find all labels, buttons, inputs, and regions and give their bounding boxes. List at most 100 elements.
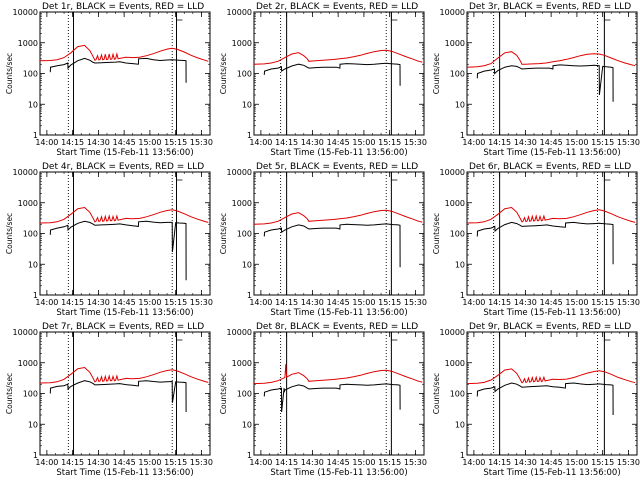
x-tick-label: 15:00 (565, 458, 588, 467)
y-tick-label: 1000 (445, 39, 465, 48)
plot-frame (467, 12, 637, 135)
series-events (50, 221, 186, 280)
y-tick-label: 100 (237, 70, 252, 79)
x-tick-label: 14:00 (35, 298, 58, 307)
x-axis-label: Start Time (15-Feb-11 13:56:00) (483, 148, 620, 158)
y-tick-label: 10 (455, 260, 465, 269)
x-tick-label: 14:00 (462, 298, 485, 307)
x-tick-label: 14:00 (35, 458, 58, 467)
x-tick-label: 14:00 (462, 458, 485, 467)
interval-bracket (177, 332, 183, 340)
x-axis-label: Start Time (15-Feb-11 13:56:00) (483, 308, 620, 318)
x-tick-label: 15:30 (617, 298, 640, 307)
y-axis-label: Counts/sec (432, 373, 441, 414)
y-axis-label: Counts/sec (219, 213, 228, 254)
panel-title: Det 5r, BLACK = Events, RED = LLD (256, 162, 418, 172)
y-tick-label: 10 (455, 100, 465, 109)
y-tick-label: 100 (450, 230, 465, 239)
y-axis-label: Counts/sec (5, 373, 14, 414)
x-tick-label: 15:30 (190, 458, 213, 467)
panel-1: Det 1r, BLACK = Events, RED = LLD 1 10 100 1… (5, 2, 213, 158)
x-tick-label: 14:15 (488, 298, 511, 307)
x-tick-label: 14:45 (540, 298, 563, 307)
x-tick-label: 14:00 (249, 298, 272, 307)
x-tick-label: 14:00 (249, 138, 272, 147)
x-tick-label: 14:15 (61, 298, 84, 307)
x-tick-label: 15:00 (352, 458, 375, 467)
y-tick-label: 1000 (232, 39, 252, 48)
x-tick-label: 15:00 (138, 138, 161, 147)
y-tick-label: 10000 (440, 8, 465, 17)
y-tick-label: 1000 (18, 359, 38, 368)
x-tick-label: 14:45 (113, 458, 136, 467)
interval-bracket (177, 12, 183, 20)
y-tick-label: 10000 (227, 8, 252, 17)
x-tick-label: 15:00 (565, 298, 588, 307)
y-tick-label: 10000 (227, 328, 252, 337)
interval-bracket (604, 12, 610, 20)
y-axis-label: Counts/sec (5, 53, 14, 94)
series-lld (40, 368, 208, 384)
panel-6: Det 6r, BLACK = Events, RED = LLD1101001… (432, 162, 640, 318)
detector-lightcurve-grid: Det 1r, BLACK = Events, RED = LLD1101001… (0, 0, 640, 480)
x-axis-label: Start Time (15-Feb-11 13:56:00) (483, 468, 620, 478)
x-tick-label: 15:00 (352, 298, 375, 307)
y-tick-label: 1000 (445, 359, 465, 368)
x-tick-label: 15:30 (404, 138, 427, 147)
y-axis-label: Counts/sec (5, 213, 14, 254)
interval-bracket (604, 172, 610, 180)
plot-frame (254, 332, 424, 455)
panel-4: Det 4r, BLACK = Events, RED = LLD1101001… (5, 162, 213, 318)
y-tick-label: 10 (28, 420, 38, 429)
series-events (50, 58, 186, 82)
panel-7: Det 7r, BLACK = Events, RED = LLD 1 10 100 1… (5, 322, 213, 478)
x-axis-label: Start Time (15-Feb-11 13:56:00) (56, 148, 193, 158)
y-axis-label: Counts/sec (219, 53, 228, 94)
x-tick-label: 15:15 (164, 458, 187, 467)
x-tick-label: 15:15 (591, 298, 614, 307)
x-tick-label: 15:30 (404, 298, 427, 307)
x-tick-label: 14:45 (113, 298, 136, 307)
series-events (477, 383, 613, 415)
panel-title: Det 4r, BLACK = Events, RED = LLD (42, 162, 204, 172)
x-tick-label: 14:15 (275, 458, 298, 467)
x-axis-label: Start Time (15-Feb-11 13:56:00) (270, 148, 407, 158)
y-tick-label: 10 (242, 260, 252, 269)
y-tick-label: 10000 (13, 328, 38, 337)
x-tick-label: 14:15 (275, 298, 298, 307)
series-lld (254, 364, 422, 383)
y-tick-label: 100 (450, 390, 465, 399)
series-lld (467, 208, 635, 224)
y-tick-label: 1000 (232, 359, 252, 368)
y-tick-label: 10000 (13, 8, 38, 17)
x-tick-label: 15:15 (164, 138, 187, 147)
x-tick-label: 14:00 (462, 138, 485, 147)
plot-frame (467, 172, 637, 295)
series-lld (467, 52, 635, 67)
x-tick-label: 14:30 (87, 138, 110, 147)
x-tick-label: 14:30 (514, 458, 537, 467)
x-tick-label: 15:30 (617, 458, 640, 467)
x-tick-label: 14:30 (87, 458, 110, 467)
plot-frame (40, 332, 210, 455)
plot-frame (467, 332, 637, 455)
x-tick-label: 15:30 (190, 298, 213, 307)
x-tick-label: 15:30 (617, 138, 640, 147)
x-tick-label: 15:30 (190, 138, 213, 147)
x-tick-label: 15:00 (565, 138, 588, 147)
y-tick-label: 100 (237, 390, 252, 399)
series-events (477, 65, 613, 102)
interval-bracket (604, 332, 610, 340)
x-tick-label: 14:45 (540, 138, 563, 147)
x-tick-label: 15:00 (352, 138, 375, 147)
series-events (50, 381, 186, 412)
x-tick-label: 14:45 (113, 138, 136, 147)
panel-5: Det 5r, BLACK = Events, RED = LLD 1 10 100 1… (219, 162, 427, 318)
y-tick-label: 10 (242, 100, 252, 109)
x-tick-label: 14:00 (249, 458, 272, 467)
y-tick-label: 100 (237, 230, 252, 239)
x-axis-label: Start Time (15-Feb-11 13:56:00) (56, 468, 193, 478)
y-tick-label: 10 (455, 420, 465, 429)
y-tick-label: 10000 (440, 328, 465, 337)
x-tick-label: 15:15 (378, 138, 401, 147)
